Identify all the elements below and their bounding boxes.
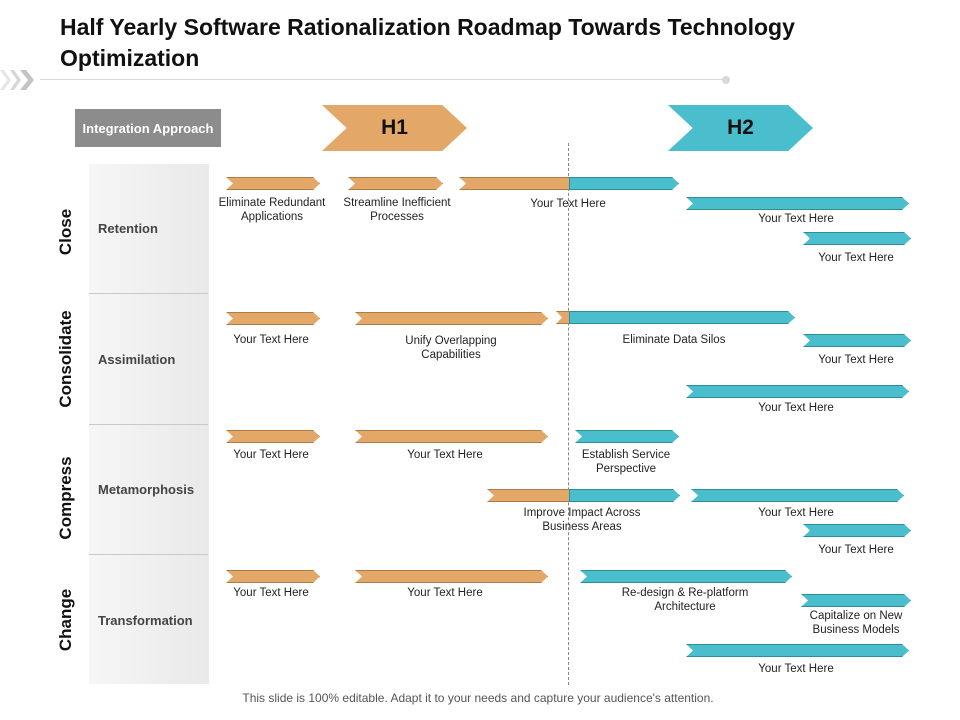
task-bar (691, 489, 904, 502)
task-bar (686, 385, 909, 398)
task-label: Your Text Here (758, 507, 834, 519)
footer-note: This slide is 100% editable. Adapt it to… (242, 691, 714, 705)
half-year-divider (568, 143, 569, 685)
task-label: Your Text Here (758, 402, 834, 414)
task-bar (803, 524, 911, 537)
approach-change: Change (56, 588, 75, 652)
task-bar (575, 430, 679, 443)
task-bar (355, 312, 548, 325)
task-bar-h2-part (569, 177, 679, 190)
approach-consolidate: Consolidate (56, 310, 75, 408)
task-label: Capitalize on New Business Models (809, 610, 903, 636)
task-label: Improve Impact Across Business Areas (523, 507, 641, 533)
task-label: Your Text Here (233, 587, 309, 599)
row-separator (89, 554, 208, 555)
task-bar (355, 570, 548, 583)
category-assimilation: Assimilation (98, 352, 176, 367)
task-bar (803, 334, 911, 347)
task-bar (348, 177, 443, 190)
task-bar (226, 570, 320, 583)
task-label: Your Text Here (407, 449, 483, 461)
approach-compress: Compress (56, 456, 75, 540)
task-bar (226, 177, 320, 190)
task-bar (226, 430, 320, 443)
category-retention: Retention (98, 221, 158, 236)
task-bar-h1-part (459, 177, 571, 190)
task-bar (803, 232, 911, 245)
task-label: Eliminate Redundant Applications (218, 197, 326, 223)
task-label: Your Text Here (758, 213, 834, 225)
task-label: Your Text Here (233, 449, 309, 461)
task-label: Eliminate Data Silos (622, 334, 726, 346)
row-separator (89, 424, 208, 425)
integration-approach-header: Integration Approach (75, 109, 221, 147)
task-label: Your Text Here (758, 663, 834, 675)
task-label: Your Text Here (233, 334, 309, 346)
task-bar (226, 312, 320, 325)
task-label: Re-design & Re-platform Architecture (621, 587, 749, 613)
task-bar-h1-part (487, 489, 571, 502)
task-label: Your Text Here (818, 544, 894, 556)
task-label: Your Text Here (407, 587, 483, 599)
task-label: Your Text Here (530, 198, 606, 210)
task-label: Unify Overlapping Capabilities (405, 335, 497, 361)
task-bar (580, 570, 792, 583)
title-divider-dot (722, 76, 730, 84)
category-transformation: Transformation (98, 613, 193, 628)
task-bar (686, 197, 909, 210)
page-title: Half Yearly Software Rationalization Roa… (60, 14, 795, 71)
task-bar-h2-part (569, 311, 795, 324)
task-label: Streamline Inefficient Processes (343, 197, 451, 223)
task-label: Your Text Here (818, 354, 894, 366)
row-separator (89, 293, 208, 294)
task-bar (355, 430, 548, 443)
task-bar (801, 594, 911, 607)
phase-h1: H1 (322, 105, 467, 151)
category-metamorphosis: Metamorphosis (98, 482, 195, 497)
task-label: Establish Service Perspective (581, 449, 671, 475)
approach-close: Close (56, 208, 75, 256)
task-bar-h1-part (556, 311, 571, 324)
chevrons-decoration-icon (0, 70, 34, 90)
task-label: Your Text Here (818, 252, 894, 264)
phase-h2: H2 (668, 105, 813, 151)
title-divider (40, 79, 726, 80)
task-bar (686, 644, 909, 657)
task-bar-h2-part (569, 489, 680, 502)
